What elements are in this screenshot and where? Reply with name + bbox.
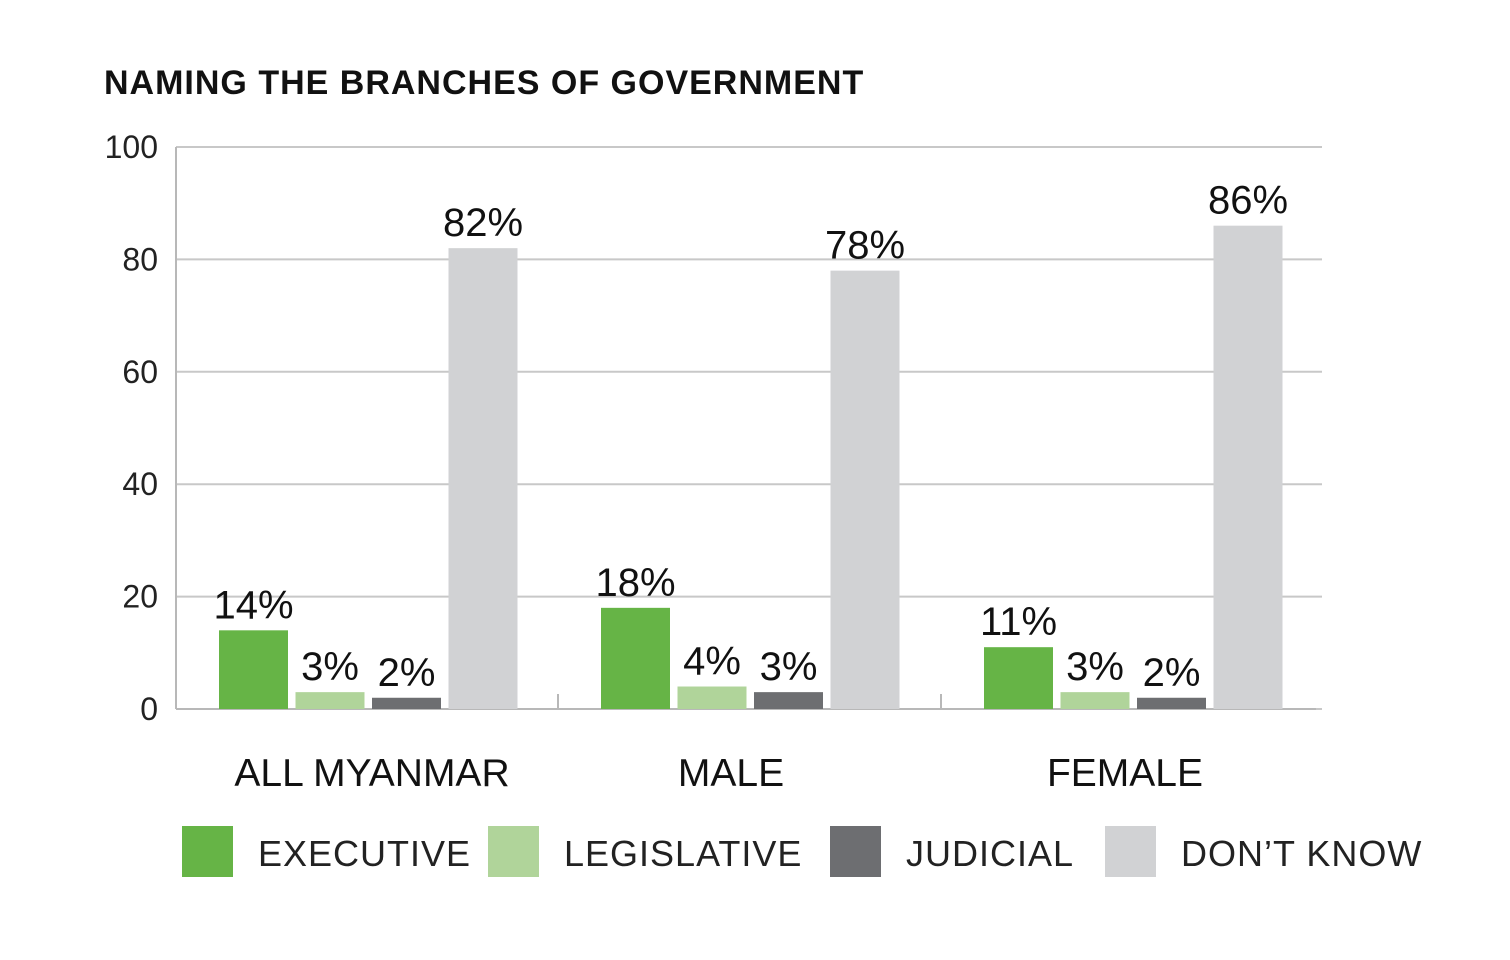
bar bbox=[677, 686, 747, 709]
y-tick-label: 60 bbox=[122, 354, 158, 390]
data-label: 3% bbox=[301, 645, 359, 689]
data-label: 4% bbox=[683, 640, 741, 684]
legend-label: EXECUTIVE bbox=[258, 833, 471, 874]
x-category-label: MALE bbox=[678, 752, 784, 795]
bar bbox=[1137, 697, 1206, 709]
bar bbox=[1060, 692, 1130, 709]
y-tick-label: 40 bbox=[122, 466, 158, 502]
data-label: 18% bbox=[595, 561, 675, 605]
data-label: 14% bbox=[213, 583, 293, 627]
bar bbox=[754, 692, 823, 709]
legend-swatch bbox=[182, 826, 233, 877]
legend-label: DON’T KNOW bbox=[1181, 833, 1422, 874]
legend-swatch bbox=[1105, 826, 1156, 877]
bar bbox=[219, 630, 288, 709]
legend-label: LEGISLATIVE bbox=[564, 833, 802, 874]
data-label: 86% bbox=[1208, 179, 1288, 223]
data-label: 3% bbox=[1066, 645, 1124, 689]
chart-title: NAMING THE BRANCHES OF GOVERNMENT bbox=[104, 64, 865, 102]
legend-swatch bbox=[830, 826, 881, 877]
data-label: 2% bbox=[378, 651, 436, 695]
data-label: 3% bbox=[760, 645, 818, 689]
legend-swatch bbox=[488, 826, 539, 877]
y-tick-label: 100 bbox=[105, 129, 158, 165]
data-label: 78% bbox=[825, 224, 905, 268]
y-tick-label: 0 bbox=[140, 691, 158, 727]
bar bbox=[830, 270, 900, 709]
x-category-label: FEMALE bbox=[1047, 752, 1203, 795]
bar bbox=[1213, 225, 1283, 709]
y-tick-label: 20 bbox=[122, 579, 158, 615]
bar bbox=[448, 248, 518, 709]
bar bbox=[295, 692, 365, 709]
bar bbox=[984, 647, 1053, 709]
data-label: 82% bbox=[443, 201, 523, 245]
y-tick-label: 80 bbox=[122, 241, 158, 277]
bar bbox=[372, 697, 441, 709]
legend-label: JUDICIAL bbox=[906, 833, 1074, 874]
bar bbox=[601, 607, 670, 709]
data-label: 2% bbox=[1143, 651, 1201, 695]
data-label: 11% bbox=[980, 600, 1057, 644]
x-category-label: ALL MYANMAR bbox=[234, 752, 509, 795]
